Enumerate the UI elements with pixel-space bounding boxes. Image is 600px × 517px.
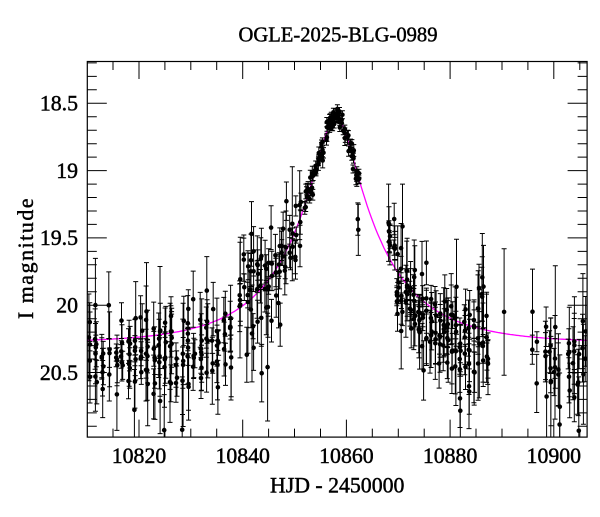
svg-text:10840: 10840 [215,444,270,468]
svg-text:20.5: 20.5 [40,361,78,385]
svg-text:HJD - 2450000: HJD - 2450000 [270,473,405,497]
svg-text:10860: 10860 [319,444,374,468]
svg-text:18.5: 18.5 [40,92,78,116]
svg-text:I magnitude: I magnitude [14,197,38,319]
svg-text:10900: 10900 [527,444,582,468]
svg-text:19: 19 [56,159,78,183]
svg-text:10880: 10880 [423,444,478,468]
svg-text:10820: 10820 [112,444,167,468]
svg-text:19.5: 19.5 [40,226,78,250]
svg-text:OGLE-2025-BLG-0989: OGLE-2025-BLG-0989 [238,24,437,46]
svg-text:20: 20 [56,294,78,318]
